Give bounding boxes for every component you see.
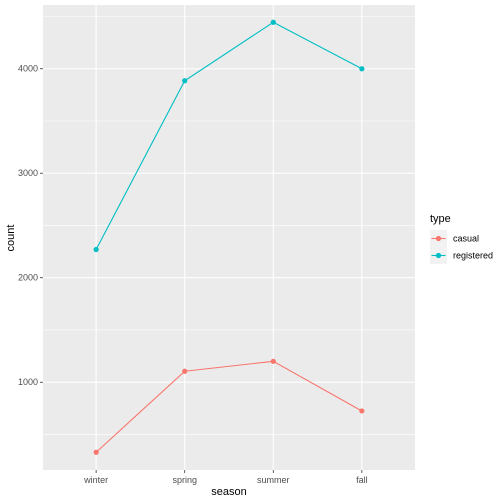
legend-items: casual registered	[430, 230, 493, 264]
panel-background	[43, 5, 415, 470]
x-axis-title: season	[211, 486, 246, 498]
y-tick-label: 4000	[18, 64, 38, 74]
x-axis: winter spring summer fall	[83, 470, 368, 485]
data-point-registered	[359, 66, 365, 72]
minor-gridlines	[43, 16, 415, 435]
series-layer	[93, 19, 365, 455]
data-point-casual	[93, 449, 99, 455]
x-tick-label: summer	[257, 475, 290, 485]
y-tick-label: 2000	[18, 273, 38, 283]
x-tick-label: winter	[83, 475, 108, 485]
data-point-casual	[182, 368, 188, 374]
legend-label-registered: registered	[453, 251, 493, 261]
legend-label-casual: casual	[453, 234, 479, 244]
legend-title: type	[430, 213, 451, 225]
y-axis: 1000 2000 3000 4000	[18, 64, 43, 387]
data-point-registered	[270, 19, 276, 25]
x-tick-label: spring	[172, 475, 197, 485]
y-tick-label: 3000	[18, 168, 38, 178]
y-tick-label: 1000	[18, 377, 38, 387]
legend-key-point	[435, 252, 442, 259]
series-line-registered	[95, 21, 363, 250]
legend-key-point	[435, 235, 442, 242]
data-point-registered	[93, 246, 99, 253]
y-axis-title: count	[5, 225, 17, 252]
data-point-casual	[270, 358, 276, 364]
data-point-registered	[182, 78, 188, 84]
data-point-casual	[359, 408, 365, 414]
legend: type casual registered	[430, 213, 493, 264]
series-line-casual	[95, 360, 363, 453]
x-tick-label: fall	[356, 475, 368, 485]
